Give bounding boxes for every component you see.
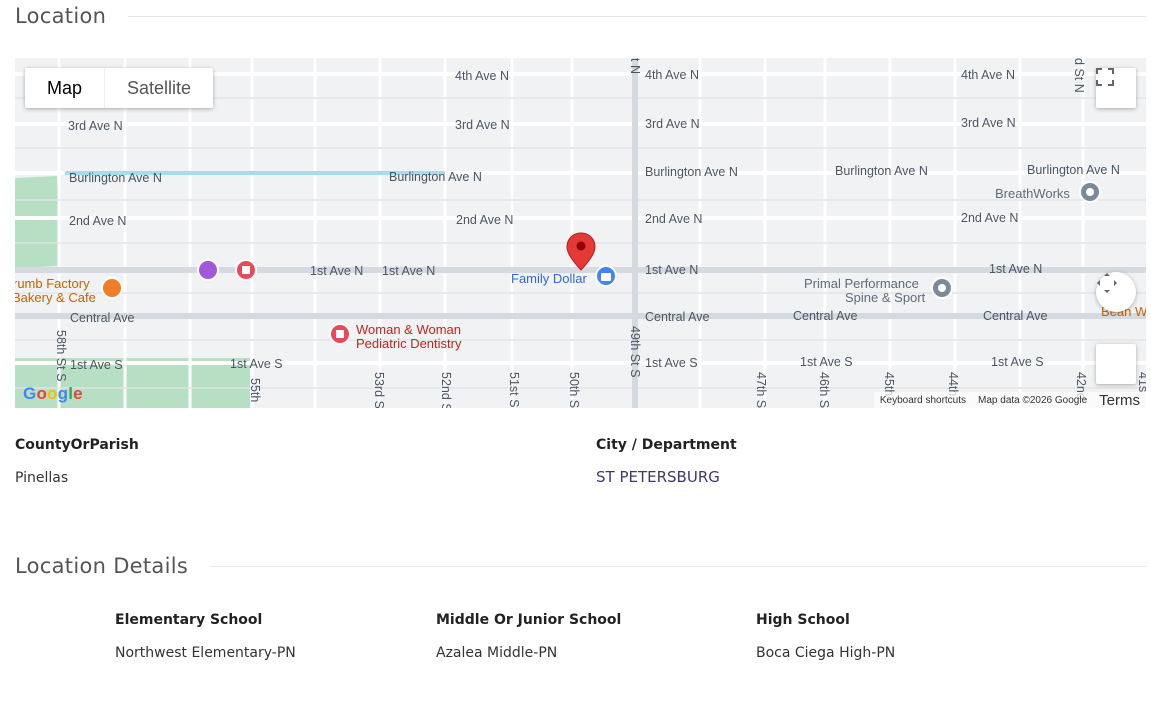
- place-label: Spine & Sport: [845, 290, 926, 305]
- location-section-header: Location: [15, 4, 1146, 28]
- location-details-divider: [210, 565, 1146, 567]
- location-marker-icon[interactable]: [566, 232, 596, 271]
- street-label: Burlington Ave N: [389, 170, 482, 184]
- county-value: Pinellas: [15, 470, 69, 486]
- place-family-dollar[interactable]: Family Dollar: [511, 265, 617, 287]
- place-breathworks[interactable]: BreathWorks: [995, 181, 1101, 203]
- keyboard-shortcuts-link[interactable]: Keyboard shortcuts: [879, 394, 967, 406]
- medical-pins[interactable]: [197, 259, 257, 281]
- street-label: Central Ave: [793, 309, 857, 323]
- high-school-value: Boca Ciega High-PN: [756, 645, 896, 661]
- place-label: Primal Performance: [804, 276, 919, 291]
- place-label: Woman & Woman: [356, 322, 461, 337]
- street-label: Central Ave: [983, 309, 1047, 323]
- map-type-control: Map Satellite: [25, 68, 214, 108]
- elementary-school-value: Northwest Elementary-PN: [115, 645, 296, 661]
- camera-control-button[interactable]: [1096, 272, 1136, 312]
- map-labels-layer: 4th Ave N 4th Ave N 4th Ave N 3rd Ave N …: [15, 58, 1146, 408]
- middle-school-label: Middle Or Junior School: [436, 612, 622, 628]
- street-label: 3rd Ave N: [455, 118, 510, 132]
- map-attribution: Keyboard shortcuts Map data ©2026 Google…: [873, 391, 1146, 409]
- street-label: 41s: [1136, 372, 1146, 392]
- street-label: 1st Ave S: [645, 356, 698, 370]
- street-label: Burlington Ave N: [835, 164, 928, 178]
- street-label: 58th St S: [54, 330, 68, 381]
- street-label: 52nd S: [439, 372, 453, 408]
- google-logo: Google: [23, 384, 83, 403]
- move-camera-icon: [1097, 273, 1117, 293]
- terms-link[interactable]: Terms: [1099, 391, 1140, 409]
- street-label: 3rd Ave N: [645, 117, 700, 131]
- location-heading: Location: [15, 4, 107, 28]
- street-label: 45th: [882, 372, 896, 396]
- county-label: CountyOrParish: [15, 437, 139, 453]
- place-label: Pediatric Dentistry: [356, 336, 462, 351]
- street-label: 4th Ave N: [645, 68, 699, 82]
- street-label: 4th Ave N: [961, 68, 1015, 82]
- street-label: 2nd Ave N: [645, 212, 702, 226]
- map-canvas: [15, 58, 1146, 408]
- street-label: Central Ave: [70, 311, 134, 325]
- street-label: Burlington Ave N: [645, 165, 738, 179]
- place-crumb-factory[interactable]: rumb Factory Bakery & Cafe: [15, 276, 123, 305]
- elementary-school-label: Elementary School: [115, 612, 263, 628]
- map-data-text: Map data ©2026 Google: [978, 394, 1088, 406]
- street-label: 44th: [946, 372, 960, 396]
- street-label: 50th S: [567, 372, 581, 408]
- street-label: 1st Ave N: [645, 263, 698, 277]
- street-label: 1st Ave N: [989, 262, 1042, 276]
- street-label: 3rd Ave N: [961, 116, 1016, 130]
- place-primal-performance[interactable]: Primal Performance Spine & Sport: [804, 276, 953, 305]
- street-label: d St N: [1072, 58, 1086, 93]
- street-label: 1st Ave S: [991, 355, 1044, 369]
- street-label: Central Ave: [645, 310, 709, 324]
- street-label: 49th St S: [628, 326, 642, 377]
- location-divider: [128, 15, 1146, 17]
- street-label: 1st Ave S: [70, 358, 123, 372]
- middle-school-value: Azalea Middle-PN: [436, 645, 558, 661]
- street-label: 1st Ave S: [230, 357, 283, 371]
- street-label: t N: [628, 58, 642, 74]
- park-area: [15, 176, 60, 268]
- street-label: 2nd Ave N: [69, 214, 126, 228]
- street-label: 46th S: [817, 372, 831, 408]
- place-woman-pediatric-dentistry[interactable]: Woman & Woman Pediatric Dentistry: [329, 322, 462, 351]
- street-label: 55th: [248, 378, 262, 402]
- street-label: 1st Ave S: [800, 355, 853, 369]
- city-value: ST PETERSBURG: [596, 468, 720, 486]
- street-view-button[interactable]: [1096, 344, 1136, 384]
- street-label: 4th Ave N: [455, 69, 509, 83]
- map-type-map-button[interactable]: Map: [47, 78, 83, 98]
- map-type-satellite-button[interactable]: Satellite: [104, 68, 213, 108]
- city-label: City / Department: [596, 437, 737, 453]
- place-label: Family Dollar: [511, 271, 588, 286]
- location-details-section-header: Location Details: [15, 554, 1146, 578]
- street-label: 2nd Ave N: [961, 211, 1018, 225]
- high-school-label: High School: [756, 612, 850, 628]
- street-label: Burlington Ave N: [69, 171, 162, 185]
- street-label: 47th S: [754, 372, 768, 408]
- street-label: 1st Ave N: [382, 264, 435, 278]
- street-label: 53rd S: [372, 372, 386, 408]
- street-label: 2nd Ave N: [456, 213, 513, 227]
- dental-icon: [197, 259, 219, 281]
- street-label: 51st S: [507, 372, 521, 407]
- place-label: rumb Factory: [15, 276, 90, 291]
- place-label: Bakery & Cafe: [15, 290, 96, 305]
- place-label: BreathWorks: [995, 186, 1070, 201]
- fullscreen-icon: [1096, 68, 1114, 86]
- street-label: 3rd Ave N: [68, 119, 123, 133]
- restaurant-icon: [101, 277, 123, 299]
- fullscreen-button[interactable]: [1096, 68, 1136, 108]
- location-details-heading: Location Details: [15, 554, 189, 578]
- park-area: [15, 358, 250, 408]
- street-label: Burlington Ave N: [1027, 163, 1120, 177]
- map-view[interactable]: 4th Ave N 4th Ave N 4th Ave N 3rd Ave N …: [15, 58, 1146, 408]
- street-label: 1st Ave N: [310, 264, 363, 278]
